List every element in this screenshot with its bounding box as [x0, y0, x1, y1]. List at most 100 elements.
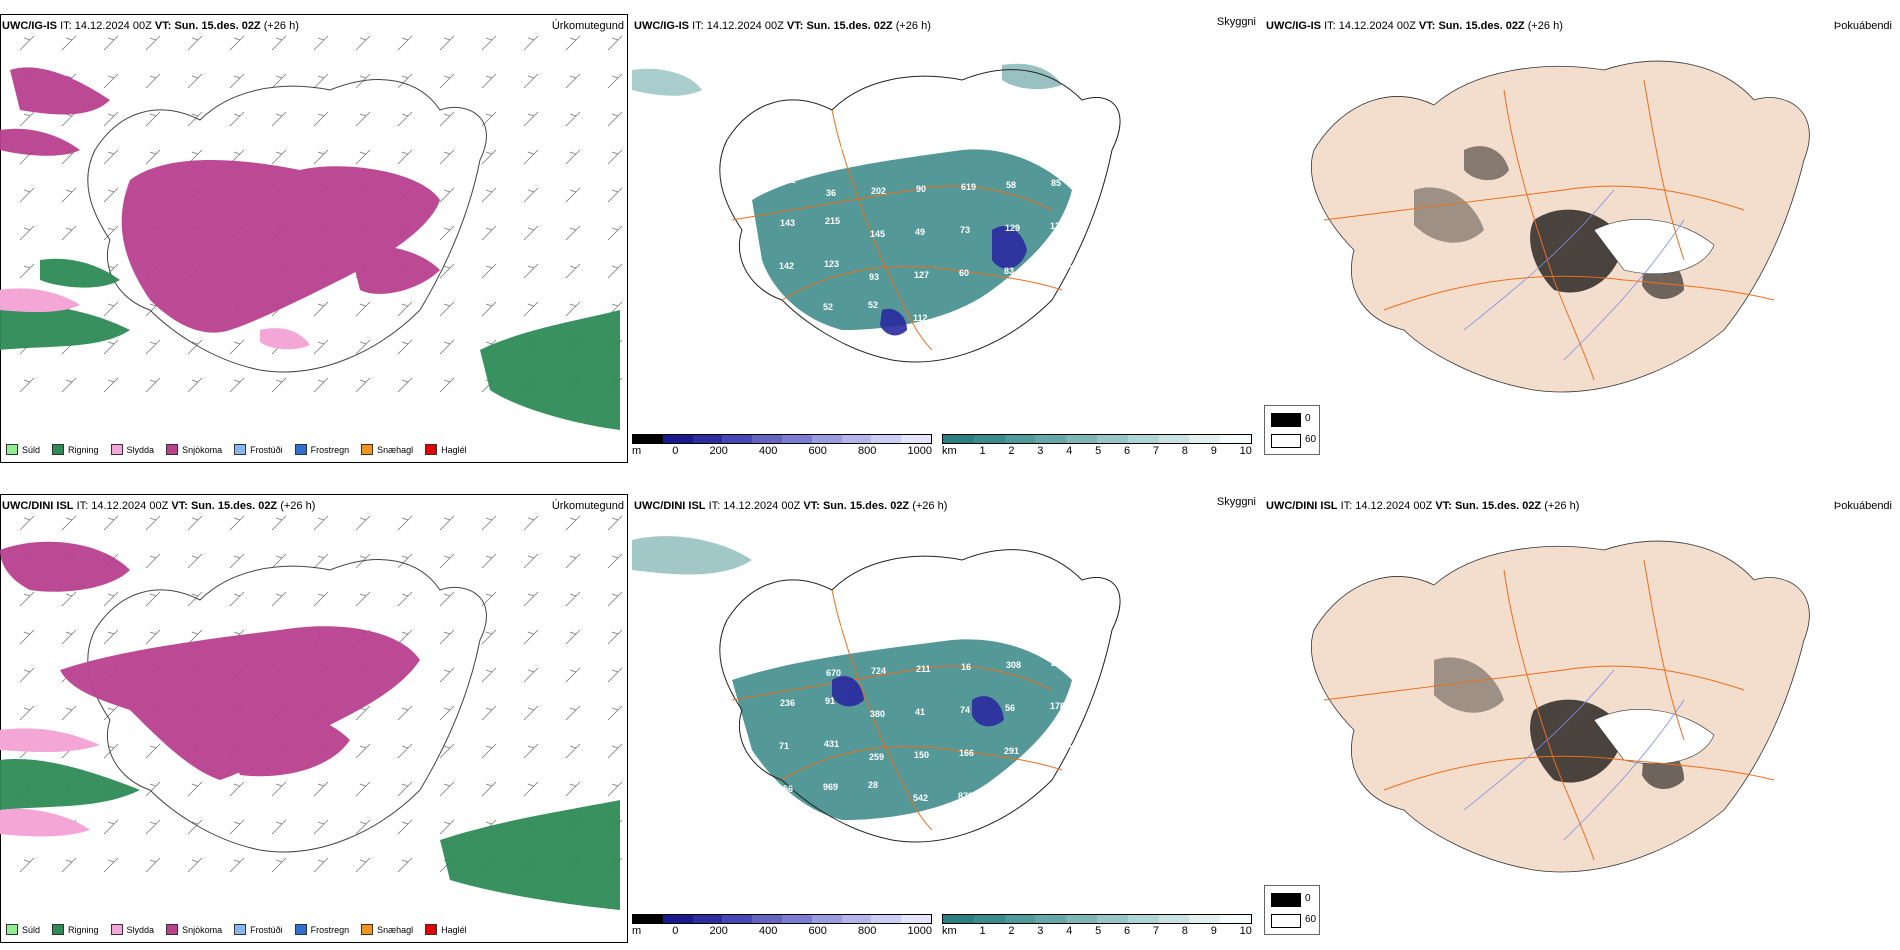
precip-legend-item: Slydda [110, 924, 154, 935]
wind-barb [439, 781, 455, 797]
colorbar-tick: 1000 [907, 445, 932, 457]
wind-barb [103, 301, 119, 317]
colorbar-tick: 2 [1008, 445, 1015, 457]
cloud-base-value: 343 [1007, 617, 1022, 627]
cloud-base-value: 1009 [1003, 789, 1023, 799]
wind-barb [145, 377, 161, 393]
wind-barb [523, 515, 539, 531]
colorbar-tick: 800 [858, 925, 877, 937]
wind-barb [523, 591, 539, 607]
cloud-base-value: 670 [826, 668, 841, 678]
cloud-base-value: 60 [959, 268, 969, 278]
precip-legend-item: Frostúði [234, 444, 283, 455]
wind-barb [565, 667, 581, 683]
cloud-base-value: 36 [958, 311, 968, 321]
wind-barb [607, 35, 623, 51]
cloud-base-value: 71 [779, 741, 789, 751]
visibility-ticks: km 1 2 3 4 5 6 7 8 9 10 [942, 445, 1252, 457]
wind-barb [145, 73, 161, 89]
colorbar-tick: 400 [759, 925, 778, 937]
precip-legend: Súld Rigning Slydda Snjókoma Frostúði Frostre… [6, 924, 467, 935]
colorbar-segment [841, 915, 872, 923]
colorbar-segment [662, 915, 693, 923]
wind-barb [229, 339, 245, 355]
colorbar-segment [943, 915, 974, 923]
colorbar-segment [692, 435, 723, 443]
fog-index-panel: UWC/DINI ISL IT: 14.12.2024 00Z VT: Sun.… [1264, 480, 1900, 945]
run-header: UWC/IG-IS IT: 14.12.2024 00Z VT: Sun. 15… [634, 20, 931, 32]
colorbar-tick: 0 [672, 445, 679, 457]
wind-barb [481, 225, 497, 241]
colorbar-segment [871, 435, 902, 443]
cloud-base-colorbar: m 0 200 400 600 800 1000 [632, 434, 932, 457]
wind-barb [61, 515, 77, 531]
precip-legend-label: Frostúði [250, 924, 283, 935]
cloud-base-value: 142 [779, 261, 794, 271]
colorbar-tick: 400 [759, 445, 778, 457]
panel-title: Skyggni [1216, 496, 1256, 508]
wind-barb [313, 857, 329, 873]
wind-barb [229, 819, 245, 835]
fog-legend-swatch-1 [1271, 914, 1301, 928]
wind-barb [229, 781, 245, 797]
colorbar-tick: 5 [1095, 445, 1102, 457]
wind-barb [607, 705, 623, 721]
wind-barb [271, 149, 287, 165]
wind-barb [397, 515, 413, 531]
wind-barb [103, 225, 119, 241]
wind-barb [439, 339, 455, 355]
cloud-base-ticks: m 0 200 400 600 800 1000 [632, 925, 932, 937]
precip-legend-swatch [361, 924, 374, 935]
forecast-row-igis: UWC/IG-IS IT: 14.12.2024 00Z VT: Sun. 15… [0, 0, 1900, 465]
colorbar-segment [1220, 915, 1251, 923]
wind-barb [313, 515, 329, 531]
road-network [731, 589, 1063, 831]
precip-legend-item: Snjókoma [166, 924, 222, 935]
cloud-base-value: 28 [778, 304, 788, 314]
vt-label: VT: [1418, 20, 1436, 32]
cloud-base-value: 317 [1007, 137, 1022, 147]
cloud-base-value: 231 [1069, 744, 1084, 754]
wind-barb [145, 781, 161, 797]
wind-barb [397, 591, 413, 607]
colorbar-segment [1158, 915, 1190, 923]
colorbar-segment [692, 915, 723, 923]
wind-barb [439, 591, 455, 607]
wind-barb [523, 301, 539, 317]
run-header: UWC/DINI ISL IT: 14.12.2024 00Z VT: Sun.… [2, 500, 315, 512]
colorbar-tick: 0 [672, 925, 679, 937]
run-header: UWC/DINI ISL IT: 14.12.2024 00Z VT: Sun.… [634, 500, 947, 512]
lead-time: (+26 h) [895, 20, 931, 32]
precip-legend-swatch [52, 444, 65, 455]
cloud-base-value: 592 [1068, 787, 1083, 797]
colorbar-tick: 4 [1066, 445, 1073, 457]
wind-barb [271, 591, 287, 607]
model-name: UWC/DINI ISL [634, 500, 706, 512]
precip-legend-swatch [166, 924, 179, 935]
panel-title: Þokuábendi [1833, 500, 1892, 512]
cloud-base-value: 43 [822, 825, 832, 835]
colorbar-tick: 200 [709, 925, 728, 937]
precip-type-panel: UWC/DINI ISL IT: 14.12.2024 00Z VT: Sun.… [0, 480, 630, 945]
wind-barb [187, 35, 203, 51]
vt-label: VT: [786, 20, 804, 32]
iceland-outline [87, 79, 487, 373]
colorbar-tick: 10 [1239, 925, 1252, 937]
precip-legend-item: Snæhagl [361, 444, 413, 455]
wind-barb [481, 629, 497, 645]
wind-barb [355, 35, 371, 51]
cloud-base-value: 256 [778, 784, 793, 794]
wind-barb [523, 225, 539, 241]
cloud-base-value: 91 [825, 696, 835, 706]
colorbar-segment [1066, 435, 1097, 443]
precip-legend-swatch [361, 444, 374, 455]
wind-barb [397, 149, 413, 165]
wind-barb [565, 263, 581, 279]
visibility-unit: km [942, 925, 957, 937]
wind-barb [481, 515, 497, 531]
fog-legend-label-0: 0 [1305, 413, 1311, 424]
wind-barb [103, 35, 119, 51]
wind-barb [439, 819, 455, 835]
it-label: IT: [1340, 500, 1353, 512]
colorbar-segment [752, 435, 782, 443]
